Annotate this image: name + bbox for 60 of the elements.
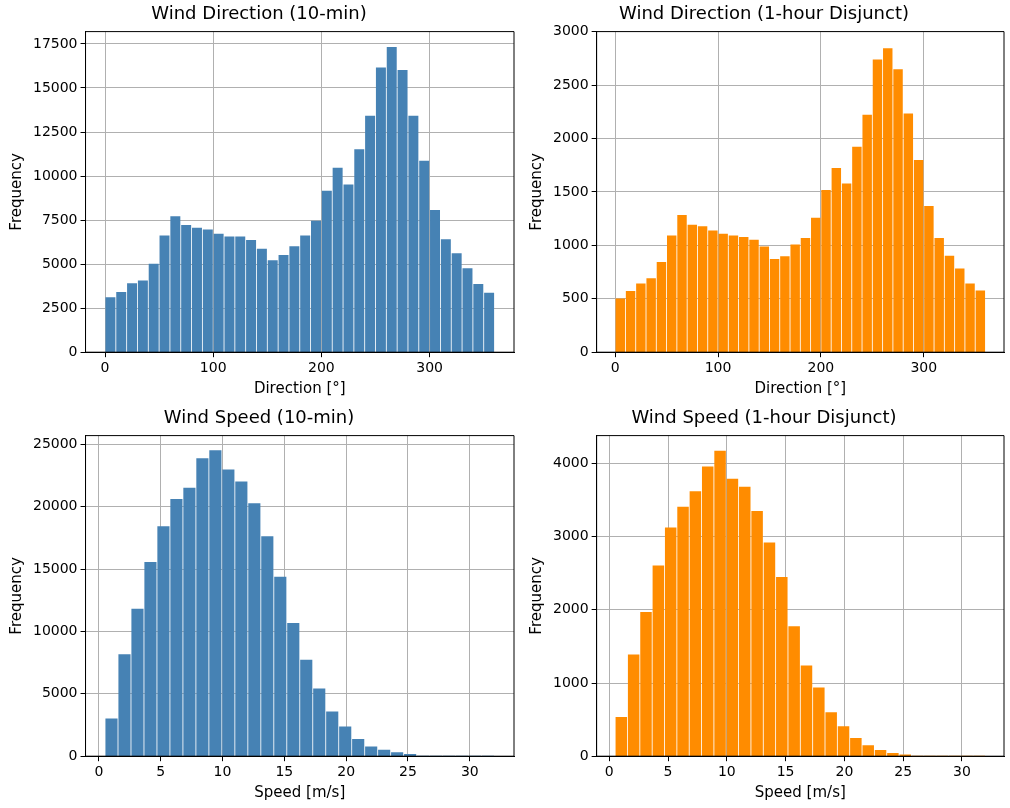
y-tick-label: 5000 [41, 684, 78, 701]
y-tick-label: 0 [68, 342, 78, 359]
y-tick-label: 10000 [32, 622, 78, 639]
chart-title: Wind Direction (1-hour Disjunct) [619, 2, 909, 24]
y-tick-label: 2500 [41, 298, 78, 315]
x-tick-label: 200 [807, 359, 835, 376]
y-tick-label: 20000 [32, 497, 78, 514]
x-tick-label: 100 [704, 359, 732, 376]
x-tick-label: 10 [717, 763, 736, 780]
x-tick-label: 15 [275, 763, 294, 780]
chart-title: Wind Speed (10-min) [163, 406, 355, 428]
y-tick-label: 1000 [552, 673, 589, 690]
x-tick-label: 5 [663, 763, 673, 780]
x-axis-title: Speed [m/s] [754, 782, 846, 801]
x-tick-label: 20 [835, 763, 854, 780]
x-tick-label: 20 [337, 763, 356, 780]
y-tick-label: 3000 [552, 22, 589, 39]
x-tick-label: 30 [460, 763, 479, 780]
y-tick-label: 3000 [552, 527, 589, 544]
x-tick-label: 15 [776, 763, 795, 780]
x-tick-label: 30 [953, 763, 971, 780]
y-tick-label: 1000 [552, 235, 589, 252]
chart-title: Wind Speed (1-hour Disjunct) [631, 406, 897, 428]
y-tick-label: 0 [579, 746, 589, 763]
chart-title: Wind Direction (10-min) [151, 2, 367, 24]
x-tick-label: 100 [199, 359, 227, 376]
y-tick-label: 500 [561, 289, 589, 306]
x-tick-label: 200 [308, 359, 335, 376]
x-tick-label: 300 [416, 359, 443, 376]
x-axis-title: Direction [°] [253, 378, 346, 397]
x-tick-label: 0 [604, 763, 614, 780]
x-tick-label: 5 [156, 763, 166, 780]
y-tick-label: 15000 [32, 78, 78, 95]
x-tick-label: 10 [213, 763, 232, 780]
y-tick-label: 25000 [32, 434, 78, 451]
y-tick-label: 0 [68, 746, 78, 763]
y-tick-label: 2000 [552, 129, 589, 146]
x-axis-title: Direction [°] [754, 378, 847, 397]
y-tick-label: 0 [579, 342, 589, 359]
y-tick-label: 12500 [32, 122, 78, 139]
y-axis-title: Frequency [6, 557, 25, 635]
y-tick-label: 5000 [41, 254, 78, 271]
y-tick-label: 7500 [41, 210, 78, 227]
y-tick-label: 17500 [32, 34, 78, 51]
y-tick-label: 2500 [552, 75, 589, 92]
x-tick-label: 25 [399, 763, 417, 780]
y-tick-label: 4000 [552, 454, 589, 471]
y-tick-label: 15000 [32, 559, 78, 576]
y-axis-title: Frequency [526, 557, 545, 635]
x-axis-title: Speed [m/s] [254, 782, 346, 801]
x-tick-label: 0 [94, 763, 104, 780]
x-tick-label: 25 [894, 763, 913, 780]
y-axis-title: Frequency [6, 153, 25, 231]
x-tick-label: 300 [910, 359, 938, 376]
y-tick-label: 2000 [552, 600, 589, 617]
y-tick-label: 1500 [552, 182, 589, 199]
x-tick-label: 0 [610, 359, 620, 376]
x-tick-label: 0 [100, 359, 110, 376]
y-axis-title: Frequency [526, 153, 545, 231]
y-tick-label: 10000 [32, 166, 78, 183]
